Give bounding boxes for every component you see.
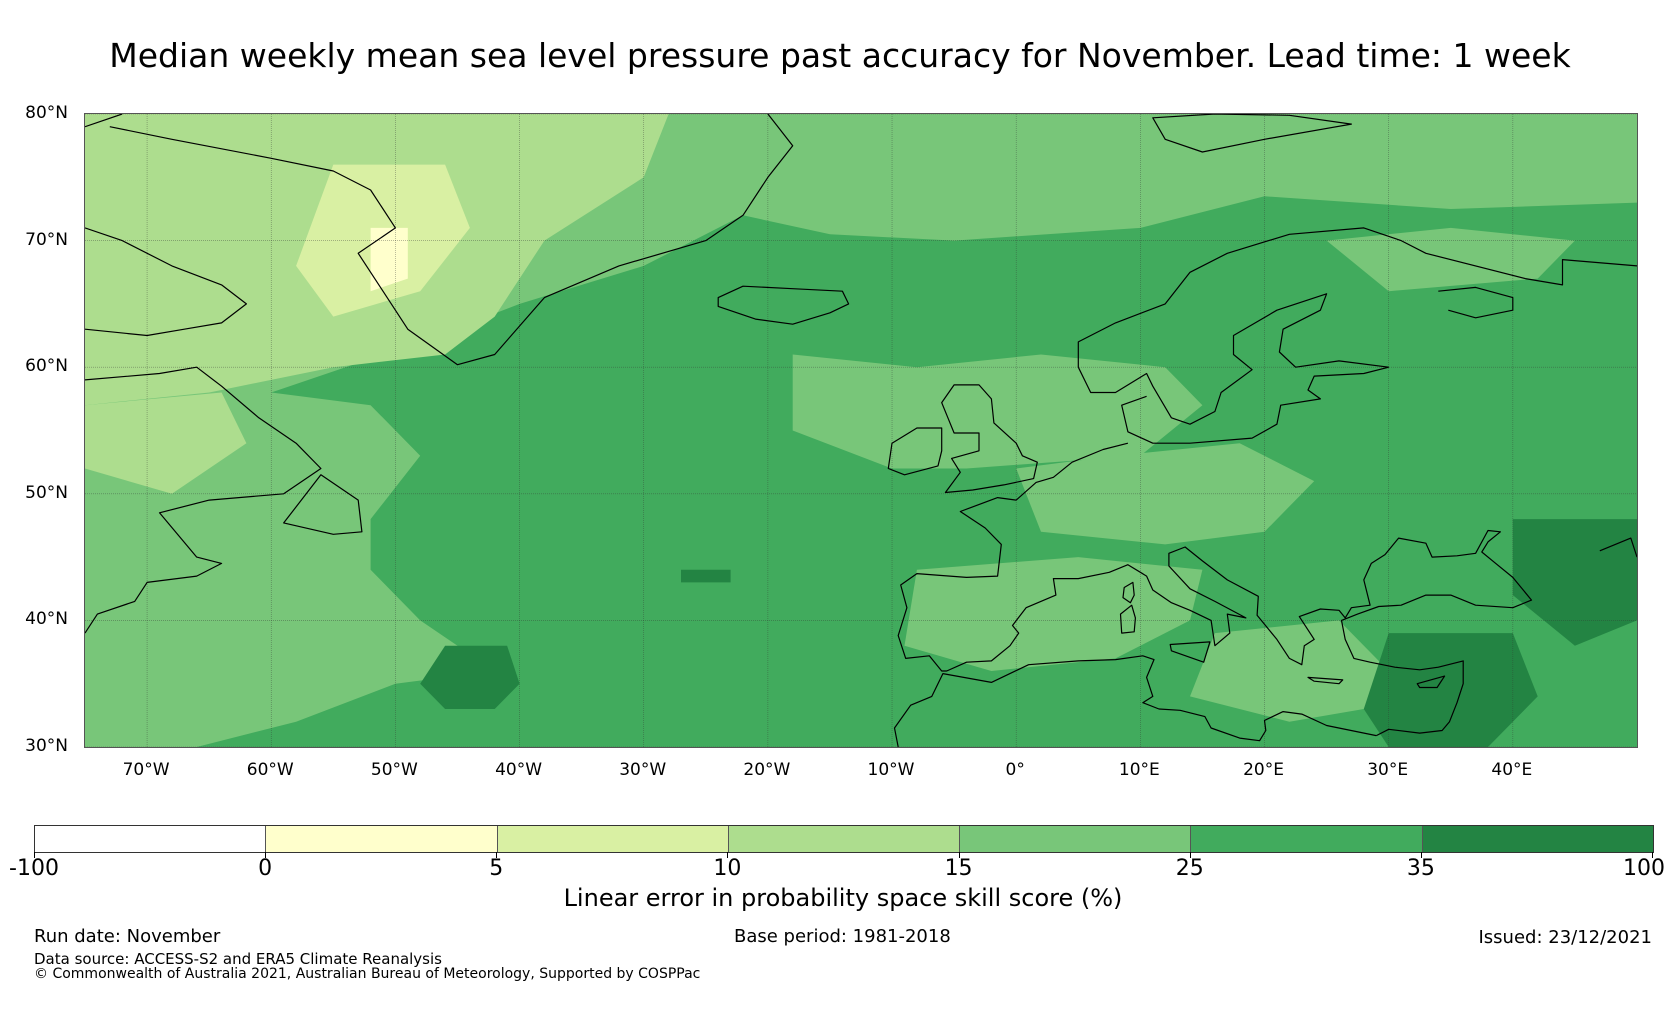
lon-tick-label: 10°W	[867, 760, 915, 780]
colorbar-tick-label: 15	[944, 856, 973, 881]
colorbar-tick	[727, 852, 729, 858]
coast-cyprus	[1416, 675, 1446, 689]
coast-western-europe	[897, 442, 1533, 737]
issued-date: Issued: 23/12/2021	[1478, 927, 1652, 948]
lat-tick-label: 70°N	[25, 229, 68, 250]
coast-crete	[1307, 676, 1344, 685]
coast-ireland	[887, 427, 943, 476]
colorbar-segment-10-15	[728, 826, 961, 852]
colorbar	[34, 825, 1654, 853]
colorbar-tick-label: 0	[258, 856, 273, 881]
colorbar-tick	[1189, 852, 1191, 858]
field-35-100-central-atlantic	[420, 645, 520, 709]
colorbar-tick-label: 10	[713, 856, 742, 881]
chart-title: Median weekly mean sea level pressure pa…	[109, 36, 1571, 75]
coast-greenland	[109, 114, 794, 366]
colorbar-tick-label: -100	[9, 856, 59, 881]
lat-tick-label: 40°N	[25, 609, 68, 630]
colorbar-segment-25-35	[1191, 826, 1423, 852]
field-0-5-disko	[370, 227, 408, 292]
lon-tick-label: 20°E	[1243, 760, 1284, 780]
coast-gulf-estonia	[1121, 366, 1389, 444]
coast-sicily	[1169, 641, 1211, 663]
skill-field-layer	[85, 114, 1637, 747]
coast-labrador	[85, 366, 322, 634]
graticule-layer	[85, 114, 1637, 747]
coast-baffin	[85, 227, 247, 337]
colorbar-tick-label: 25	[1175, 856, 1204, 881]
base-period: Base period: 1981-2018	[734, 926, 951, 947]
skill-score-map	[84, 113, 1638, 748]
coast-britain	[941, 384, 1038, 494]
lat-tick-label: 80°N	[25, 103, 68, 123]
colorbar-tick-label: 35	[1406, 856, 1435, 881]
colorbar-segment-5-10	[497, 826, 729, 852]
field-35-100-mid-atlantic-patch	[681, 569, 731, 583]
coast-north-africa	[893, 655, 1377, 747]
coast-sardinia	[1119, 604, 1137, 634]
map-canvas	[85, 114, 1637, 747]
field-10-15-labrador	[85, 392, 247, 494]
colorbar-tick	[1652, 852, 1653, 858]
field-15-25-uk-north-sea	[792, 354, 1203, 469]
lon-tick-label: 20°W	[743, 760, 791, 780]
lon-tick-label: 10°E	[1118, 760, 1160, 780]
coast-white-sea	[1438, 286, 1514, 319]
coast-baltic	[1077, 293, 1389, 425]
lat-tick-label: 50°N	[25, 482, 68, 503]
colorbar-tick-label: 5	[489, 856, 504, 881]
lon-tick-label: 40°W	[495, 760, 543, 780]
lon-tick-label: 60°W	[246, 760, 294, 780]
colorbar-title: Linear error in probability space skill …	[563, 884, 1123, 912]
coastline-layer	[85, 114, 1637, 747]
colorbar-tick	[265, 852, 267, 858]
colorbar-segment-15-25	[960, 826, 1192, 852]
colorbar-tick	[958, 852, 960, 858]
field-35-100-levant	[1363, 633, 1538, 747]
coast-iceland	[717, 285, 850, 325]
copyright: © Commonwealth of Australia 2021, Austra…	[34, 966, 701, 982]
colorbar-tick	[34, 852, 35, 858]
coast-ellesmere	[85, 114, 123, 128]
coast-scandinavia	[1077, 227, 1637, 368]
colorbar-tick	[496, 852, 498, 858]
run-date: Run date: November	[34, 926, 221, 947]
lon-tick-label: 40°E	[1491, 760, 1533, 780]
lon-tick-label: 30°W	[619, 760, 667, 780]
field-35-100-black-sea-east	[1512, 519, 1637, 646]
lon-tick-label: 70°W	[122, 760, 170, 780]
colorbar-segment-0-5	[266, 826, 498, 852]
colorbar-segment-neg100-0	[35, 826, 267, 852]
lat-tick-label: 30°N	[25, 736, 68, 756]
lon-tick-label: 30°E	[1367, 760, 1409, 780]
colorbar-tick-label: 100	[1623, 856, 1665, 881]
colorbar-segment-35-100	[1422, 826, 1653, 852]
field-15-25-eastern-mediterranean	[1190, 620, 1389, 722]
lon-tick-label: 50°W	[370, 760, 418, 780]
lat-tick-label: 60°N	[25, 356, 68, 377]
lon-tick-label: 0°	[1005, 760, 1025, 780]
colorbar-tick	[1420, 852, 1422, 858]
coast-newfoundland	[283, 474, 363, 535]
coast-svalbard	[1152, 114, 1353, 153]
data-source: Data source: ACCESS-S2 and ERA5 Climate …	[34, 950, 442, 968]
coast-corsica	[1122, 581, 1135, 604]
coast-caspian	[1599, 537, 1637, 558]
